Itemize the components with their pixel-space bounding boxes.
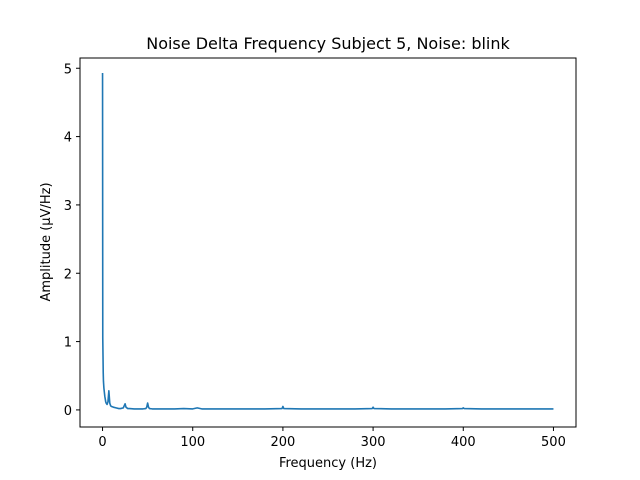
x-tick-label: 100 [180,435,205,450]
y-tick-label: 3 [64,199,72,214]
y-tick-label: 2 [64,267,72,282]
y-axis-title: Amplitude (μV/Hz) [39,182,54,301]
x-axis-title: Frequency (Hz) [279,456,377,471]
x-tick-label: 300 [361,435,386,450]
x-tick-label: 500 [541,435,566,450]
x-tick-label: 400 [451,435,476,450]
y-axis-ticks: 0 1 2 3 4 5 [64,62,80,419]
axes-frame [79,57,577,428]
y-tick-label: 0 [64,404,72,419]
y-tick-label: 5 [64,62,72,77]
y-tick-label: 4 [64,131,72,146]
chart-title: Noise Delta Frequency Subject 5, Noise: … [146,34,510,53]
series-layer [101,73,554,410]
x-tick-label: 200 [270,435,295,450]
series-line-0 [101,73,554,410]
y-tick-label: 1 [64,336,72,351]
plot-area [79,57,577,428]
x-tick-label: 0 [98,435,106,450]
x-axis-ticks: 0 100 200 300 400 500 [98,427,566,450]
